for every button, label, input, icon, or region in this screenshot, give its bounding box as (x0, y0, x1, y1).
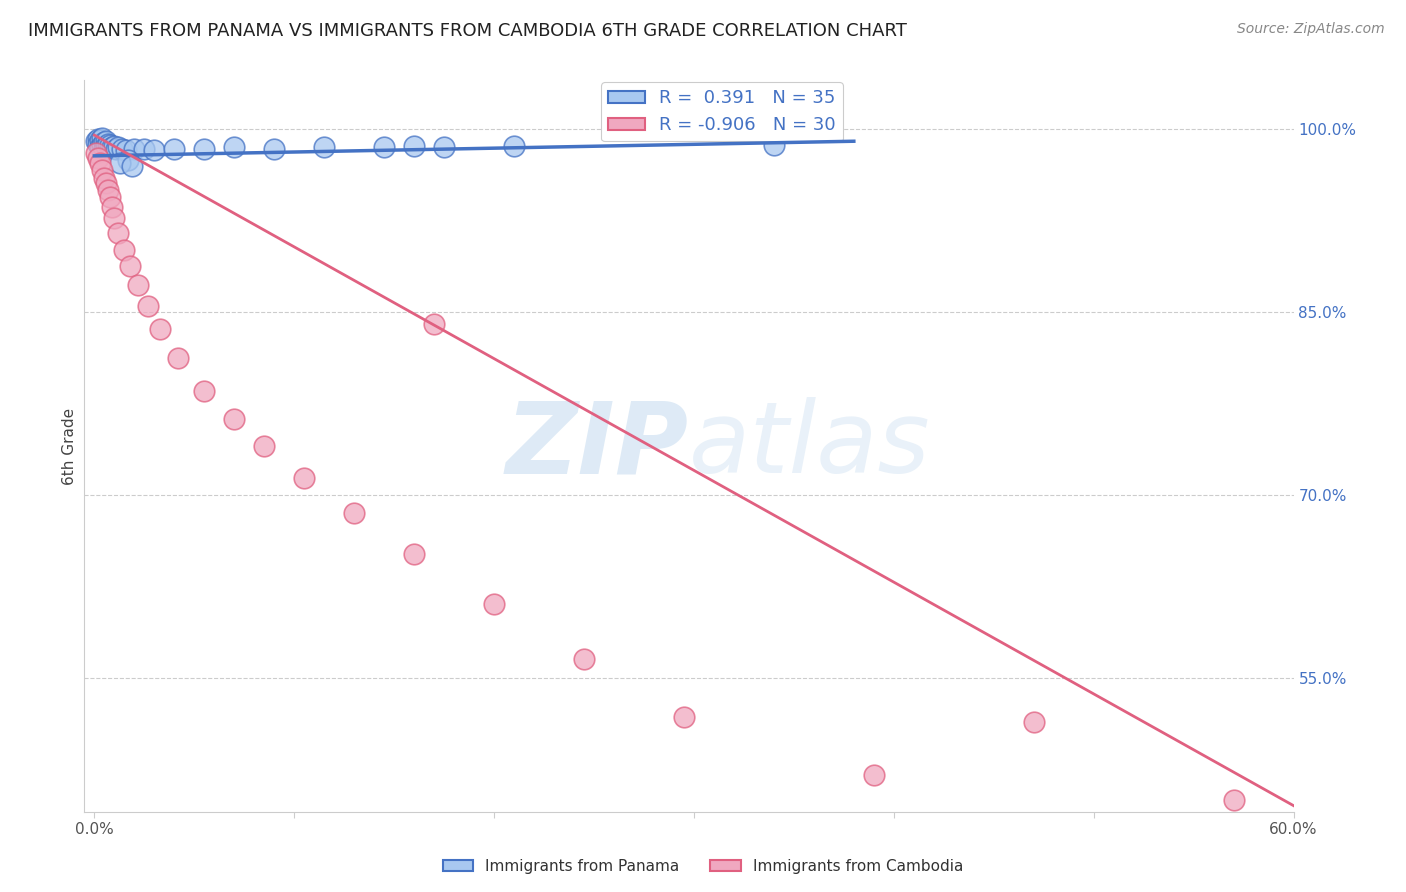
Text: Source: ZipAtlas.com: Source: ZipAtlas.com (1237, 22, 1385, 37)
Point (101, 200, 124, 214)
Point (103, 211, 125, 225)
Point (96, 134, 118, 148)
Point (143, 143, 166, 157)
Point (292, 471, 315, 485)
Point (423, 317, 446, 331)
Point (163, 142, 186, 156)
Point (98, 190, 121, 204)
Point (193, 142, 215, 156)
Point (112, 243, 135, 257)
Point (105, 142, 128, 156)
Point (263, 142, 285, 156)
Point (86, 134, 108, 148)
Point (97, 183, 120, 197)
Point (111, 142, 134, 156)
Text: ZIP: ZIP (506, 398, 689, 494)
Point (97, 136, 120, 151)
Point (96, 139, 118, 153)
Point (91, 137, 114, 152)
Y-axis label: 6th Grade: 6th Grade (62, 408, 77, 484)
Point (1022, 714, 1045, 729)
Point (862, 768, 884, 782)
Point (121, 159, 143, 173)
Point (503, 139, 526, 153)
Point (101, 140, 124, 154)
Point (91, 163, 114, 178)
Point (193, 384, 215, 399)
Point (87, 132, 110, 146)
Point (433, 140, 456, 154)
Point (107, 226, 129, 240)
Point (87, 151, 110, 165)
Text: IMMIGRANTS FROM PANAMA VS IMMIGRANTS FROM CAMBODIA 6TH GRADE CORRELATION CHART: IMMIGRANTS FROM PANAMA VS IMMIGRANTS FRO… (28, 22, 907, 40)
Point (98, 137, 121, 152)
Point (253, 439, 276, 453)
Point (224, 140, 246, 154)
Point (86, 146, 108, 161)
Point (572, 652, 595, 666)
Point (167, 351, 190, 366)
Point (103, 139, 125, 153)
Point (762, 137, 785, 152)
Point (93, 170, 115, 185)
Point (482, 598, 505, 612)
Point (93, 136, 115, 150)
Point (136, 299, 159, 313)
Point (373, 140, 395, 154)
Point (87, 136, 110, 151)
Point (134, 142, 156, 156)
Point (343, 506, 366, 520)
Point (89, 156, 111, 170)
Point (89, 140, 111, 154)
Text: atlas: atlas (689, 398, 931, 494)
Point (93, 142, 115, 156)
Point (110, 156, 132, 170)
Point (404, 548, 426, 562)
Point (120, 259, 142, 273)
Point (115, 143, 138, 157)
Point (89, 133, 111, 147)
Point (124, 142, 146, 156)
Point (117, 153, 139, 167)
Point (96, 176, 118, 190)
Point (404, 139, 426, 153)
Point (91, 130, 114, 145)
Point (149, 322, 172, 336)
Point (1222, 792, 1244, 806)
Point (224, 412, 246, 426)
Legend: Immigrants from Panama, Immigrants from Cambodia: Immigrants from Panama, Immigrants from … (436, 853, 970, 880)
Point (127, 278, 149, 293)
Point (107, 140, 129, 154)
Legend: R =  0.391   N = 35, R = -0.906   N = 30: R = 0.391 N = 35, R = -0.906 N = 30 (602, 82, 842, 142)
Point (314, 140, 336, 154)
Point (672, 709, 695, 723)
